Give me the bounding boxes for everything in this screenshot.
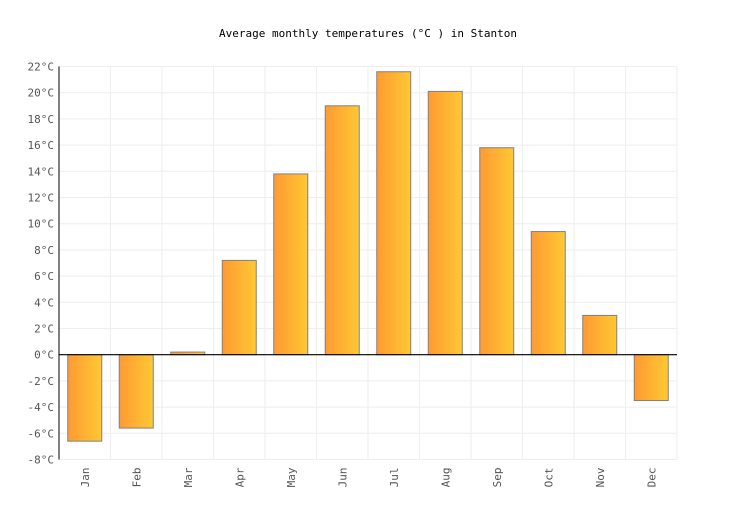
bar-dec xyxy=(633,354,669,402)
x-tick-label: May xyxy=(285,467,298,487)
y-tick-label: 16°C xyxy=(28,139,55,152)
bar-aug xyxy=(427,90,463,356)
x-tick-label: Mar xyxy=(182,467,195,487)
bar-apr xyxy=(221,259,257,356)
x-tick-label: Dec xyxy=(645,468,658,488)
y-tick-label: -4°C xyxy=(28,401,55,414)
x-tick-label: Nov xyxy=(594,467,607,487)
x-tick-label: Jul xyxy=(388,468,401,488)
chart-title: Average monthly temperatures (°C ) in St… xyxy=(219,27,517,40)
y-tick-label: -2°C xyxy=(28,375,55,388)
x-tick-label: Jan xyxy=(79,468,92,488)
x-tick-label: Oct xyxy=(542,468,555,488)
x-tick-label: Feb xyxy=(130,468,143,488)
x-tick-label: Jun xyxy=(336,468,349,488)
y-tick-label: 22°C xyxy=(28,61,55,74)
bar-jan xyxy=(67,354,103,442)
y-tick-label: -8°C xyxy=(28,454,55,467)
bar-oct xyxy=(530,231,566,356)
x-tick-label: Sep xyxy=(491,468,504,488)
bar-jul xyxy=(376,71,412,356)
y-tick-label: 10°C xyxy=(28,218,55,231)
bar-nov xyxy=(582,314,618,356)
y-tick-label: 18°C xyxy=(28,113,55,126)
bar-jun xyxy=(324,105,360,356)
x-tick-label: Aug xyxy=(439,468,452,488)
y-tick-label: 6°C xyxy=(34,270,54,283)
bar-feb xyxy=(118,354,154,429)
y-tick-label: 2°C xyxy=(34,323,54,336)
y-tick-label: 12°C xyxy=(28,192,55,205)
y-tick-label: 4°C xyxy=(34,296,54,309)
x-tick-label: Apr xyxy=(233,467,246,487)
y-tick-label: -6°C xyxy=(28,427,55,440)
y-tick-label: 20°C xyxy=(28,87,55,100)
y-tick-label: 14°C xyxy=(28,165,55,178)
y-tick-label: 0°C xyxy=(34,349,54,362)
y-tick-label: 8°C xyxy=(34,244,54,257)
bar-sep xyxy=(479,147,515,356)
bar-may xyxy=(273,173,309,356)
